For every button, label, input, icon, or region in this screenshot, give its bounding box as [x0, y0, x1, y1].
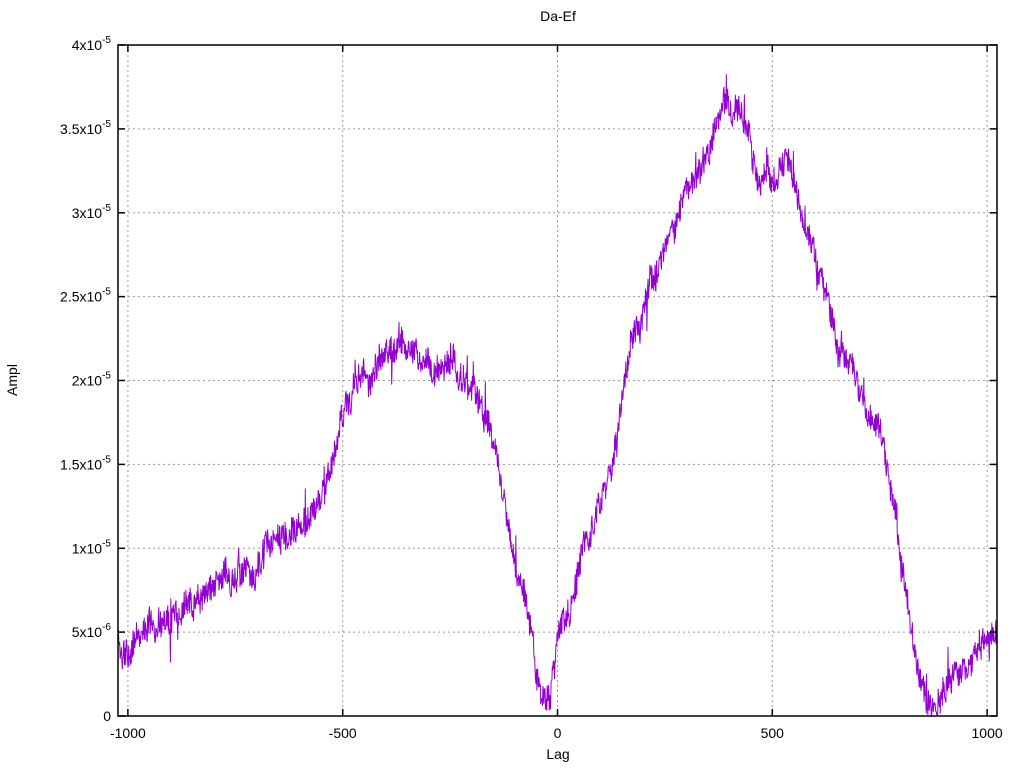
y-tick-label-2x10-5: 2x10-5	[72, 371, 112, 389]
x-tick-label-1000: 1000	[972, 725, 1003, 741]
series-line-0	[117, 74, 998, 718]
x-tick-label--500: -500	[329, 725, 357, 741]
y-tick-label-1.5x10-5: 1.5x10-5	[60, 454, 111, 472]
plot-area: -1000 -500 0 500 1000 0 5x10-6 1x10-5 1.5x10-5 2x…	[60, 35, 1003, 741]
y-tick-label-3x10-5: 3x10-5	[72, 203, 112, 221]
x-tick-label--1000: -1000	[110, 725, 146, 741]
x-tick-label-0: 0	[554, 725, 562, 741]
y-tick-label-2.5x10-5: 2.5x10-5	[60, 287, 111, 305]
chart-title: Da-Ef	[540, 8, 576, 24]
y-tick-label-3.5x10-5: 3.5x10-5	[60, 119, 111, 137]
y-tick-label-5x10-6: 5x10-6	[72, 622, 112, 640]
y-tick-label-0: 0	[103, 708, 111, 724]
y-tick-label-4x10-5: 4x10-5	[72, 35, 112, 53]
x-axis-label: Lag	[546, 746, 569, 762]
y-tick-label-1x10-5: 1x10-5	[72, 538, 112, 556]
y-axis-label: Ampl	[4, 364, 20, 396]
x-tick-label-500: 500	[761, 725, 785, 741]
